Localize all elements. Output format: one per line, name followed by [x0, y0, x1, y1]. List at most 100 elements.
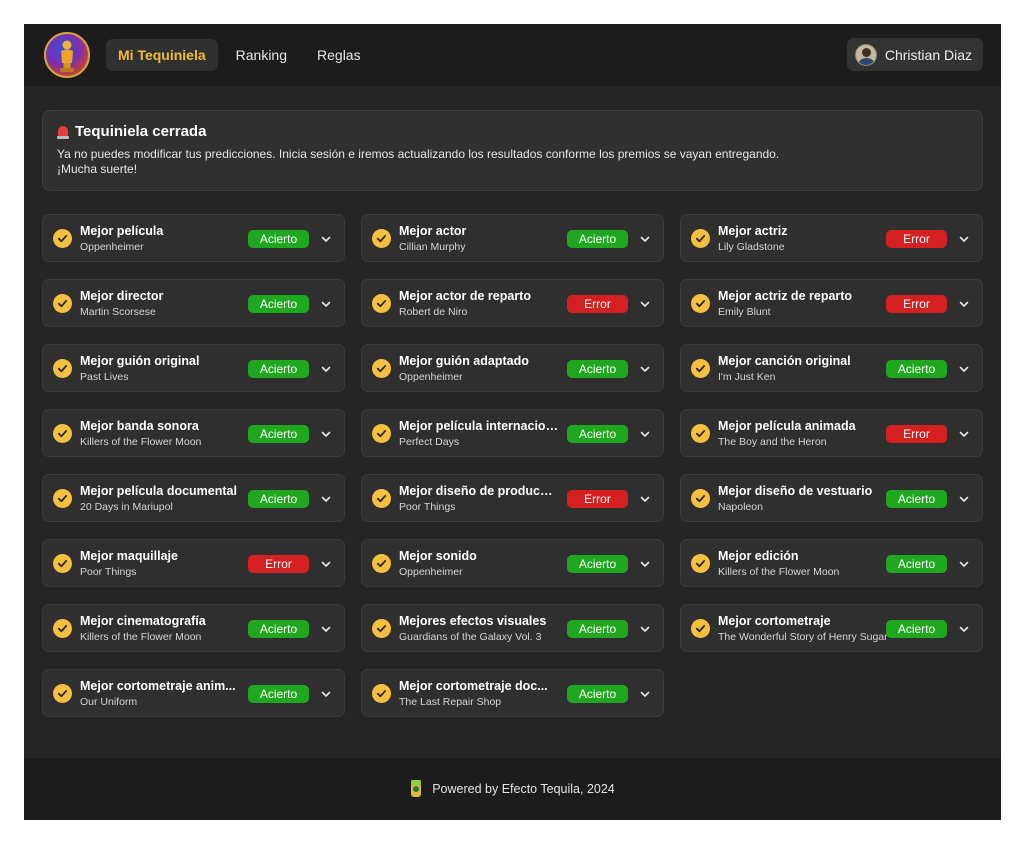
nav-mi-tequiniela[interactable]: Mi Tequiniela — [106, 39, 218, 71]
category-card[interactable]: Mejor maquillaje Poor Things Error — [42, 539, 345, 587]
category-title: Mejor película internacional — [399, 419, 559, 433]
check-circle-icon — [53, 554, 72, 573]
footer: Powered by Efecto Tequila, 2024 — [24, 758, 1001, 820]
category-text: Mejor guión adaptado Oppenheimer — [399, 354, 559, 384]
tequila-bottle-icon — [410, 780, 422, 798]
chevron-down-icon[interactable] — [958, 492, 970, 504]
category-card[interactable]: Mejor actor Cillian Murphy Acierto — [361, 214, 664, 262]
chevron-down-icon[interactable] — [958, 622, 970, 634]
check-circle-icon — [691, 489, 710, 508]
nav-ranking[interactable]: Ranking — [235, 47, 288, 63]
closed-notice-text: Ya no puedes modificar tus predicciones.… — [57, 147, 780, 176]
category-pick: Killers of the Flower Moon — [80, 436, 202, 448]
top-navbar: Mi Tequiniela Ranking Reglas Christian D… — [24, 24, 1001, 86]
category-title: Mejor edición — [718, 549, 799, 563]
category-card[interactable]: Mejor película documental 20 Days in Mari… — [42, 474, 345, 522]
category-card[interactable]: Mejor actriz Lily Gladstone Error — [680, 214, 983, 262]
chevron-down-icon[interactable] — [320, 362, 332, 374]
category-card[interactable]: Mejor cinematografía Killers of the Flowe… — [42, 604, 345, 652]
category-text: Mejor maquillaje Poor Things — [80, 549, 240, 579]
chevron-down-icon[interactable] — [958, 297, 970, 309]
chevron-down-icon[interactable] — [958, 362, 970, 374]
result-badge: Error — [248, 555, 309, 573]
category-text: Mejor película animada The Boy and the He… — [718, 419, 878, 449]
result-badge: Acierto — [567, 555, 628, 573]
category-card[interactable]: Mejor cortometraje The Wonderful Story of… — [680, 604, 983, 652]
chevron-down-icon[interactable] — [320, 622, 332, 634]
avatar — [854, 43, 877, 66]
result-badge: Acierto — [567, 685, 628, 703]
category-card[interactable]: Mejor director Martin Scorsese Acierto — [42, 279, 345, 327]
result-badge: Acierto — [248, 425, 309, 443]
category-pick: Poor Things — [80, 566, 137, 578]
category-title: Mejor diseño de vestuario — [718, 484, 873, 498]
result-badge: Error — [567, 490, 628, 508]
check-circle-icon — [53, 229, 72, 248]
category-card[interactable]: Mejores efectos visuales Guardians of the… — [361, 604, 664, 652]
chevron-down-icon[interactable] — [958, 557, 970, 569]
chevron-down-icon[interactable] — [320, 297, 332, 309]
category-text: Mejor cortometraje The Wonderful Story of… — [718, 614, 888, 644]
check-circle-icon — [691, 294, 710, 313]
category-text: Mejor cortometraje anim... Our Uniform — [80, 679, 240, 709]
category-card[interactable]: Mejor cortometraje anim... Our Uniform Aci… — [42, 669, 345, 717]
check-circle-icon — [691, 359, 710, 378]
alarm-light-icon — [57, 125, 69, 139]
category-title: Mejor banda sonora — [80, 419, 199, 433]
result-badge: Acierto — [248, 230, 309, 248]
category-card[interactable]: Mejor película animada The Boy and the He… — [680, 409, 983, 457]
category-card[interactable]: Mejor edición Killers of the Flower Moon A… — [680, 539, 983, 587]
check-circle-icon — [691, 424, 710, 443]
check-circle-icon — [372, 554, 391, 573]
chevron-down-icon[interactable] — [639, 362, 651, 374]
category-title: Mejor película documental — [80, 484, 237, 498]
chevron-down-icon[interactable] — [639, 492, 651, 504]
category-pick: The Last Repair Shop — [399, 696, 502, 708]
chevron-down-icon[interactable] — [958, 232, 970, 244]
category-text: Mejor sonido Oppenheimer — [399, 549, 559, 579]
closed-notice-title-row: Tequiniela cerrada — [57, 123, 968, 140]
result-badge: Error — [886, 230, 947, 248]
check-circle-icon — [53, 619, 72, 638]
category-card[interactable]: Mejor actor de reparto Robert de Niro Erro… — [361, 279, 664, 327]
category-card[interactable]: Mejor cortometraje doc... The Last Repair… — [361, 669, 664, 717]
category-pick: Martin Scorsese — [80, 306, 156, 318]
category-text: Mejores efectos visuales Guardians of the… — [399, 614, 559, 644]
chevron-down-icon[interactable] — [320, 687, 332, 699]
chevron-down-icon[interactable] — [639, 297, 651, 309]
chevron-down-icon[interactable] — [639, 557, 651, 569]
check-circle-icon — [53, 684, 72, 703]
category-card[interactable]: Mejor película Oppenheimer Acierto — [42, 214, 345, 262]
category-card[interactable]: Mejor película internacional Perfect Days… — [361, 409, 664, 457]
category-card[interactable]: Mejor banda sonora Killers of the Flower … — [42, 409, 345, 457]
chevron-down-icon[interactable] — [639, 687, 651, 699]
nav-reglas[interactable]: Reglas — [317, 47, 361, 63]
category-card[interactable]: Mejor diseño de vestuario Napoleon Acierto — [680, 474, 983, 522]
chevron-down-icon[interactable] — [639, 427, 651, 439]
category-pick: Napoleon — [718, 501, 763, 513]
category-pick: Perfect Days — [399, 436, 460, 448]
category-pick: Robert de Niro — [399, 306, 468, 318]
chevron-down-icon[interactable] — [320, 232, 332, 244]
category-card[interactable]: Mejor canción original I'm Just Ken Aciert… — [680, 344, 983, 392]
chevron-down-icon[interactable] — [639, 232, 651, 244]
category-card[interactable]: Mejor actriz de reparto Emily Blunt Error — [680, 279, 983, 327]
user-name: Christian Diaz — [884, 46, 972, 63]
category-pick: Killers of the Flower Moon — [80, 631, 202, 643]
category-card[interactable]: Mejor diseño de producción Poor Things Err… — [361, 474, 664, 522]
chevron-down-icon[interactable] — [320, 492, 332, 504]
chevron-down-icon[interactable] — [958, 427, 970, 439]
category-text: Mejor guión original Past Lives — [80, 354, 240, 384]
category-card[interactable]: Mejor sonido Oppenheimer Acierto — [361, 539, 664, 587]
user-menu-button[interactable]: Christian Diaz — [846, 38, 983, 71]
result-badge: Acierto — [567, 360, 628, 378]
category-card[interactable]: Mejor guión original Past Lives Acierto — [42, 344, 345, 392]
oscar-statue-logo[interactable] — [44, 32, 90, 78]
check-circle-icon — [53, 359, 72, 378]
closed-notice: Tequiniela cerrada Ya no puedes modifica… — [42, 110, 983, 191]
category-text: Mejor banda sonora Killers of the Flower … — [80, 419, 240, 449]
chevron-down-icon[interactable] — [320, 557, 332, 569]
category-card[interactable]: Mejor guión adaptado Oppenheimer Acierto — [361, 344, 664, 392]
chevron-down-icon[interactable] — [320, 427, 332, 439]
chevron-down-icon[interactable] — [639, 622, 651, 634]
